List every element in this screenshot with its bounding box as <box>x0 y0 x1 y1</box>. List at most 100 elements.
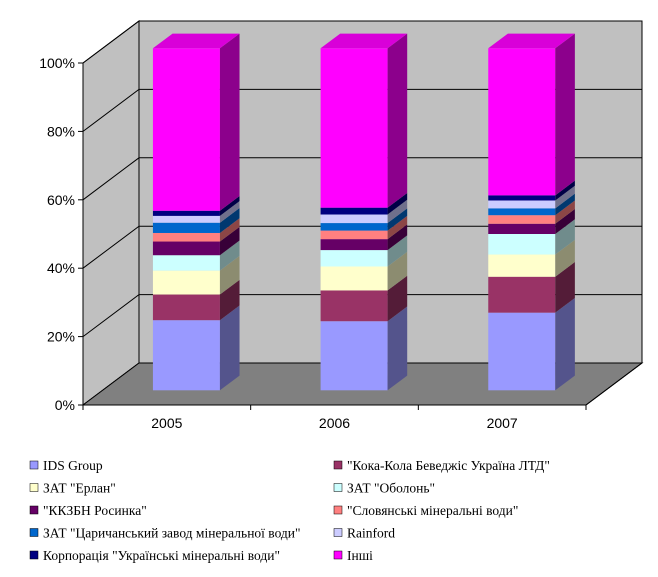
bar-segment <box>152 294 220 321</box>
bar-segment-side <box>387 215 408 240</box>
bar-segment-side <box>387 275 408 322</box>
legend-item: ЗАТ "Ерлан" <box>29 481 116 496</box>
y-tick-label: 100% <box>39 55 75 71</box>
y-tick-label: 0% <box>55 397 75 413</box>
bar-segment <box>152 241 220 256</box>
legend-swatch <box>333 483 343 492</box>
legend-label: Rainford <box>347 526 395 541</box>
legend-item: "Кока-Кола Беведжіс Україна ЛТД" <box>333 458 550 473</box>
bar-segment <box>488 195 556 201</box>
bar-segment-side <box>219 218 240 242</box>
x-tick-label: 2007 <box>487 415 518 431</box>
bar-segment <box>320 250 388 267</box>
bar-segment-side <box>555 209 575 235</box>
legend-swatch <box>333 550 343 560</box>
bar-segment <box>488 208 556 216</box>
bar-segment-side <box>387 224 408 251</box>
bar-segment <box>320 290 388 322</box>
y-tick-label: 20% <box>47 329 75 345</box>
bar-segment <box>320 239 388 251</box>
legend-swatch <box>29 483 39 492</box>
legend-item: ЗАТ "Царичанський завод мінеральної води… <box>29 526 301 541</box>
gridline <box>82 294 642 338</box>
legend-swatch <box>333 505 343 515</box>
gridline <box>82 157 642 201</box>
bars <box>152 33 575 391</box>
gridlines <box>82 20 642 338</box>
legend-swatch <box>333 460 343 470</box>
bar-segment <box>320 207 388 215</box>
bar-segment-side <box>555 297 575 391</box>
legend-swatch <box>29 550 39 560</box>
y-tick-label: 60% <box>47 192 75 208</box>
bar-top <box>152 33 240 49</box>
bar-segment-side <box>387 208 408 231</box>
bar-segment <box>488 312 556 391</box>
bar-segment <box>320 214 388 224</box>
legend-item: IDS Group <box>29 458 103 473</box>
legend-item: ЗАТ "Оболонь" <box>333 481 435 496</box>
bar-segment <box>152 222 220 233</box>
bar-segment-side <box>219 226 240 256</box>
gridline <box>82 88 642 132</box>
legend-label: "ККЗБН Росинка" <box>43 503 147 518</box>
legend-swatch <box>29 460 39 470</box>
side-wall <box>82 20 140 406</box>
legend: IDS Group "Кока-Кола Беведжіс Україна ЛТД… <box>29 458 550 563</box>
x-tick-label: 2006 <box>319 415 350 431</box>
legend-label: "Кока-Кола Беведжіс Україна ЛТД" <box>347 458 550 473</box>
bar-segment <box>152 320 220 391</box>
legend-item: Rainford <box>333 526 395 541</box>
legend-label: IDS Group <box>43 458 103 473</box>
bar-segment-side <box>555 262 575 313</box>
legend-item: "Словянські мінеральні води" <box>333 503 518 518</box>
bar-segment-side <box>387 235 408 267</box>
legend-swatch <box>29 528 39 537</box>
bar-segment-side <box>555 219 575 255</box>
bar-segment-side <box>555 180 575 201</box>
bar-top <box>488 33 575 49</box>
bar-segment-side <box>219 196 240 216</box>
bar-segment <box>488 276 556 313</box>
bar-segment-side <box>387 306 408 391</box>
bar-segment-side <box>219 240 240 271</box>
legend-label: Корпорація "Українські мінеральні води" <box>43 548 280 563</box>
bar-segment <box>320 230 388 240</box>
bar-segment-side <box>555 200 575 224</box>
legend-label: ЗАТ "Царичанський завод мінеральної води… <box>43 526 301 541</box>
legend-swatch <box>333 528 343 537</box>
bar-segment-side <box>387 199 408 224</box>
bar-segment <box>152 255 220 271</box>
axes: 0% 20% 40% 60% 80% 100% 2005 2006 2007 <box>39 55 643 431</box>
bar-segment <box>320 223 388 231</box>
bar-segment-side <box>219 201 240 223</box>
legend-label: ЗАТ "Ерлан" <box>43 481 116 496</box>
x-tick-label: 2005 <box>151 415 182 431</box>
bar-segment-side <box>555 33 575 196</box>
y-tick-label: 80% <box>47 123 75 139</box>
bar-segment-side <box>219 305 240 391</box>
bar-segment <box>152 210 220 216</box>
bar-top <box>320 33 408 49</box>
gridline <box>82 20 642 64</box>
legend-swatch <box>29 505 39 515</box>
legend-item: Корпорація "Українські мінеральні води" <box>29 548 280 563</box>
bar-segment <box>320 321 388 391</box>
bar-segment-side <box>219 279 240 321</box>
bar-segment <box>152 215 220 223</box>
legend-label: "Словянські мінеральні води" <box>347 503 518 518</box>
floor-edge <box>585 362 643 406</box>
gridline <box>82 225 642 269</box>
bar-segment-side <box>555 193 575 216</box>
bar-segment-side <box>555 239 575 277</box>
bar-segment-side <box>555 185 575 209</box>
legend-label: ЗАТ "Оболонь" <box>347 481 435 496</box>
bar-segment <box>152 270 220 295</box>
bar-segment <box>488 254 556 277</box>
bar-segment-side <box>219 208 240 233</box>
legend-label: Інші <box>347 548 373 563</box>
bar-segment <box>320 48 388 208</box>
legend-item: Інші <box>333 548 373 563</box>
bar-segment-side <box>387 192 408 215</box>
